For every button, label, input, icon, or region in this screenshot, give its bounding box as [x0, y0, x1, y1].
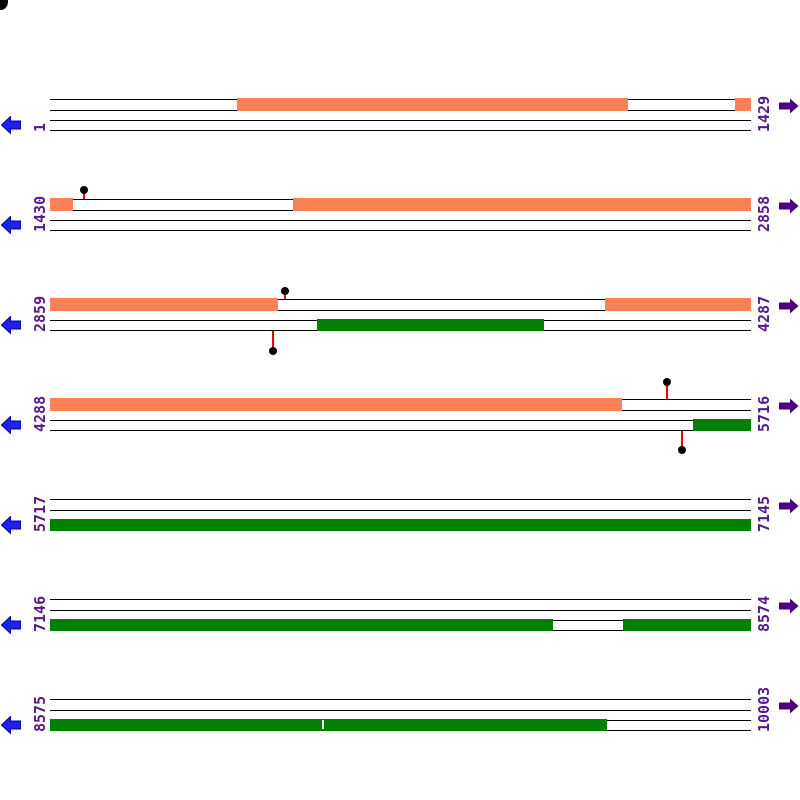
left-arrow-icon[interactable] — [1, 316, 21, 334]
row-start-coordinate: 7146 — [31, 595, 49, 632]
track-line — [50, 609, 751, 611]
corner-artifact — [0, 0, 8, 10]
track-line — [50, 230, 751, 232]
row-end-coordinate: 7145 — [755, 495, 773, 532]
feature-marker-dot — [80, 185, 88, 194]
row-end-coordinate: 8574 — [755, 595, 773, 632]
right-arrow-icon[interactable] — [779, 98, 799, 114]
alignment-segment-green — [693, 418, 751, 432]
alignment-segment-green — [50, 618, 553, 632]
right-arrow-icon[interactable] — [779, 398, 799, 414]
right-arrow-icon[interactable] — [779, 598, 799, 614]
alignment-segment-orange — [50, 398, 622, 411]
alignment-segment-green — [623, 618, 751, 632]
alignment-segment-orange — [605, 298, 751, 311]
row-end-coordinate: 4287 — [755, 295, 773, 332]
track-line — [50, 599, 751, 601]
feature-marker-dot — [269, 346, 277, 355]
left-arrow-icon[interactable] — [1, 616, 21, 634]
feature-marker-stem — [681, 431, 683, 446]
alignment-segment-green — [317, 318, 544, 332]
row-start-coordinate: 5717 — [31, 495, 49, 532]
left-arrow-icon[interactable] — [1, 516, 21, 534]
left-arrow-icon[interactable] — [1, 216, 21, 234]
track-line — [50, 509, 751, 511]
left-arrow-icon[interactable] — [1, 416, 21, 434]
row-end-coordinate: 5716 — [755, 395, 773, 432]
feature-marker-dot — [281, 286, 289, 295]
feature-marker-dot — [678, 445, 686, 454]
track-line — [50, 419, 751, 421]
row-end-coordinate: 10003 — [755, 686, 773, 732]
track-line — [50, 219, 751, 221]
track-line — [50, 299, 751, 301]
track-line — [50, 430, 751, 432]
feature-marker-stem — [284, 294, 286, 299]
feature-marker-stem — [83, 193, 85, 199]
right-arrow-icon[interactable] — [779, 198, 799, 214]
feature-marker-stem — [666, 385, 668, 399]
track-line — [50, 699, 751, 701]
track-line — [50, 119, 751, 121]
alignment-segment-orange — [735, 98, 751, 111]
alignment-segment-orange — [50, 298, 278, 311]
feature-marker-dot — [663, 377, 671, 386]
right-arrow-icon[interactable] — [779, 298, 799, 314]
alignment-segment-green — [50, 518, 751, 532]
feature-marker-stem — [272, 331, 274, 347]
left-arrow-icon[interactable] — [1, 116, 21, 134]
alignment-segment-green — [50, 718, 607, 732]
row-end-coordinate: 2858 — [755, 195, 773, 232]
row-start-coordinate: 1430 — [31, 195, 49, 232]
alignment-segment-orange — [237, 98, 628, 111]
alignment-segment-orange — [293, 198, 751, 211]
row-start-coordinate: 1 — [31, 122, 49, 132]
row-start-coordinate: 8575 — [31, 695, 49, 732]
track-line — [50, 309, 751, 311]
track-line — [50, 709, 751, 711]
left-arrow-icon[interactable] — [1, 716, 21, 734]
row-start-coordinate: 2859 — [31, 295, 49, 332]
alignment-segment-orange — [50, 198, 73, 211]
track-line — [50, 499, 751, 501]
segment-gap-tick — [322, 719, 324, 729]
row-end-coordinate: 1429 — [755, 95, 773, 132]
right-arrow-icon[interactable] — [779, 698, 799, 714]
right-arrow-icon[interactable] — [779, 498, 799, 514]
track-line — [50, 130, 751, 132]
row-start-coordinate: 4288 — [31, 395, 49, 432]
